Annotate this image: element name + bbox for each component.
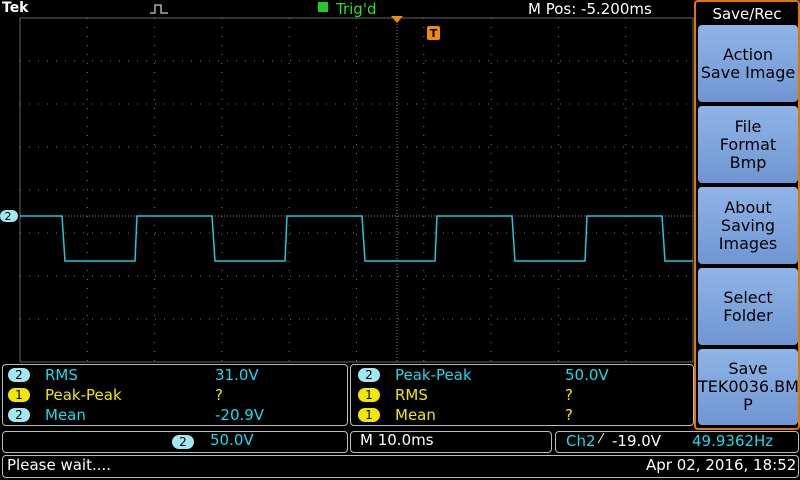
menu-button[interactable]: Action Save Image (698, 25, 798, 102)
menu-button-label: Save (728, 359, 768, 378)
frequency: 49.9362Hz (692, 432, 774, 450)
measurement-name: Mean (45, 406, 86, 424)
menu-button-label: Images (718, 233, 778, 253)
measurement-channel: 2 (358, 368, 380, 382)
trigger-source: Ch2 (566, 432, 596, 450)
position: M Pos: -5.200ms (528, 0, 652, 18)
vertical-scale: 50.0V (210, 431, 254, 449)
measurement-value: 50.0V (565, 366, 609, 384)
trigger-type-icon (150, 4, 168, 14)
measurement-name: Peak-Peak (45, 386, 122, 404)
menu-button[interactable]: Save TEK0036.BM P (698, 349, 799, 425)
menu-button-label: About (724, 197, 772, 217)
trigger-position-marker (391, 16, 403, 23)
menu-button-label: Action (722, 44, 774, 64)
trigger-status (555, 431, 799, 453)
menu-button[interactable]: Select Folder (698, 268, 798, 345)
measurement-value: ? (215, 386, 223, 404)
menu-button-label: Folder (723, 305, 773, 325)
measurement-value: ? (565, 386, 573, 404)
channel-badge: 2 (172, 435, 194, 449)
measurement-channel: 1 (8, 388, 30, 402)
measurement-channel: 1 (358, 388, 380, 402)
brand: Tek (2, 0, 29, 16)
menu-button-label: File (734, 116, 762, 136)
channel-marker (0, 210, 18, 222)
measurement-name: RMS (45, 366, 78, 384)
menu-title: Save/Rec (712, 5, 782, 23)
datetime: Apr 02, 2016, 18:52 (646, 456, 797, 474)
footer-bar (2, 455, 799, 478)
measurement-name: Mean (395, 406, 436, 424)
measurement-panel-right (350, 364, 694, 426)
measurement-value: -20.9V (215, 406, 265, 424)
measurement-name: Peak-Peak (395, 366, 472, 384)
trigger-marker-label: T (430, 27, 438, 40)
measurement-channel: 2 (8, 408, 30, 422)
channel-marker-label: 2 (5, 210, 12, 223)
graticule: T 2 (0, 16, 694, 363)
measurement-panel-left (2, 364, 348, 426)
menu-button-label: Saving (720, 215, 776, 235)
menu-button-label: Format (719, 134, 777, 154)
trigger-slope: ⁄ (600, 432, 603, 447)
trigger-state: Trig'd (336, 0, 377, 18)
timebase-status (350, 431, 552, 453)
measurement-channel: 2 (8, 368, 30, 382)
measurement-value: 31.0V (215, 366, 259, 384)
trigger-indicator (318, 2, 328, 12)
menu-button-label: Bmp (729, 152, 767, 172)
menu-button[interactable]: File Format Bmp (698, 106, 798, 183)
measurement-name: RMS (395, 386, 428, 404)
menu-button-label: TEK0036.BM (698, 377, 799, 396)
waveform (20, 215, 693, 262)
measurement-channel: 1 (358, 408, 380, 422)
trigger-level-marker (427, 26, 440, 40)
measurement-value: ? (565, 406, 573, 424)
menu-button-label: Select (723, 287, 773, 307)
status-message: Please wait.... (7, 456, 112, 474)
trigger-level: -19.0V (612, 432, 662, 450)
menu-button-label: Save Image (700, 62, 796, 82)
menu-button-label: P (743, 395, 753, 414)
menu-button[interactable]: About Saving Images (698, 187, 798, 264)
timebase: M 10.0ms (360, 431, 434, 449)
